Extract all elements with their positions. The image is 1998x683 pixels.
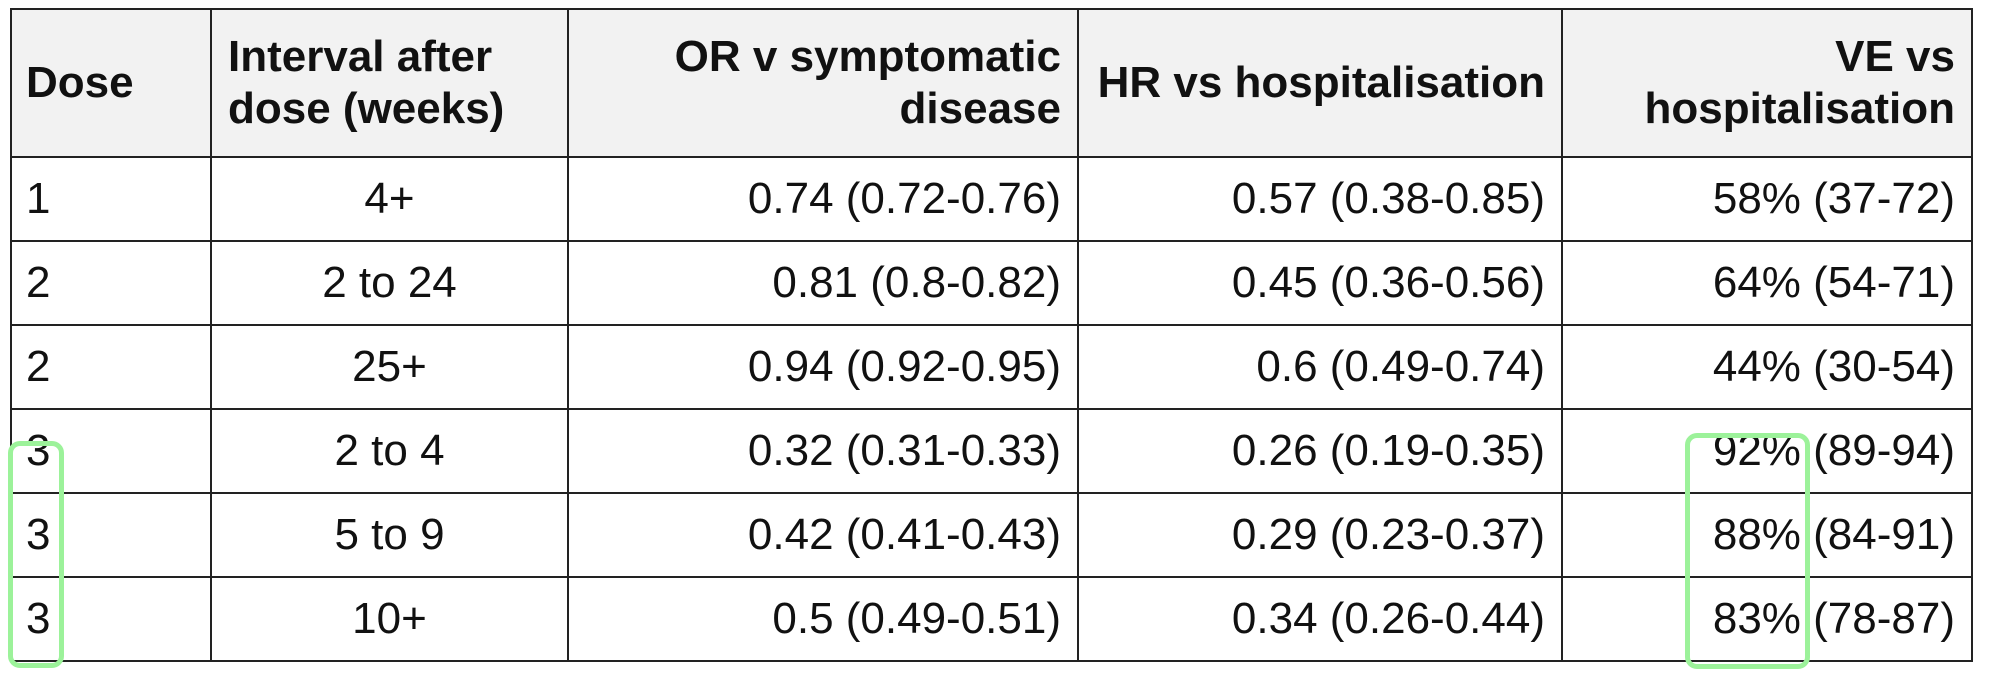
vaccine-effectiveness-table: Dose Interval after dose (weeks) OR v sy… bbox=[10, 8, 1973, 662]
table-row: 2 2 to 24 0.81 (0.8-0.82) 0.45 (0.36-0.5… bbox=[10, 240, 1973, 326]
header-ve-hospitalisation: VE vs hospitalisation bbox=[1561, 8, 1973, 158]
cell-ve: 64% (54-71) bbox=[1561, 240, 1973, 326]
header-or-symptomatic: OR v symptomatic disease bbox=[567, 8, 1079, 158]
cell-or: 0.5 (0.49-0.51) bbox=[567, 576, 1079, 662]
header-hr-hospitalisation: HR vs hospitalisation bbox=[1077, 8, 1563, 158]
cell-hr: 0.26 (0.19-0.35) bbox=[1077, 408, 1563, 494]
cell-hr: 0.34 (0.26-0.44) bbox=[1077, 576, 1563, 662]
table-row: 2 25+ 0.94 (0.92-0.95) 0.6 (0.49-0.74) 4… bbox=[10, 324, 1973, 410]
cell-ve: 44% (30-54) bbox=[1561, 324, 1973, 410]
header-row: Dose Interval after dose (weeks) OR v sy… bbox=[10, 8, 1973, 158]
table-row: 3 5 to 9 0.42 (0.41-0.43) 0.29 (0.23-0.3… bbox=[10, 492, 1973, 578]
cell-interval: 25+ bbox=[210, 324, 569, 410]
cell-interval: 4+ bbox=[210, 156, 569, 242]
cell-dose: 1 bbox=[10, 156, 212, 242]
cell-dose: 3 bbox=[10, 576, 212, 662]
cell-or: 0.94 (0.92-0.95) bbox=[567, 324, 1079, 410]
cell-interval: 5 to 9 bbox=[210, 492, 569, 578]
cell-dose: 2 bbox=[10, 240, 212, 326]
cell-ve: 88% (84-91) bbox=[1561, 492, 1973, 578]
cell-interval: 2 to 4 bbox=[210, 408, 569, 494]
cell-hr: 0.6 (0.49-0.74) bbox=[1077, 324, 1563, 410]
cell-ve: 83% (78-87) bbox=[1561, 576, 1973, 662]
cell-dose: 3 bbox=[10, 408, 212, 494]
cell-dose: 3 bbox=[10, 492, 212, 578]
vaccine-effectiveness-table-container: Dose Interval after dose (weeks) OR v sy… bbox=[10, 8, 1973, 662]
cell-or: 0.81 (0.8-0.82) bbox=[567, 240, 1079, 326]
table-body: 1 4+ 0.74 (0.72-0.76) 0.57 (0.38-0.85) 5… bbox=[10, 156, 1973, 662]
cell-hr: 0.29 (0.23-0.37) bbox=[1077, 492, 1563, 578]
table-header: Dose Interval after dose (weeks) OR v sy… bbox=[10, 8, 1973, 158]
cell-or: 0.74 (0.72-0.76) bbox=[567, 156, 1079, 242]
cell-ve: 92% (89-94) bbox=[1561, 408, 1973, 494]
cell-interval: 2 to 24 bbox=[210, 240, 569, 326]
table-row: 1 4+ 0.74 (0.72-0.76) 0.57 (0.38-0.85) 5… bbox=[10, 156, 1973, 242]
cell-interval: 10+ bbox=[210, 576, 569, 662]
cell-or: 0.42 (0.41-0.43) bbox=[567, 492, 1079, 578]
header-interval: Interval after dose (weeks) bbox=[210, 8, 569, 158]
cell-hr: 0.45 (0.36-0.56) bbox=[1077, 240, 1563, 326]
cell-or: 0.32 (0.31-0.33) bbox=[567, 408, 1079, 494]
cell-hr: 0.57 (0.38-0.85) bbox=[1077, 156, 1563, 242]
table-row: 3 2 to 4 0.32 (0.31-0.33) 0.26 (0.19-0.3… bbox=[10, 408, 1973, 494]
cell-dose: 2 bbox=[10, 324, 212, 410]
table-row: 3 10+ 0.5 (0.49-0.51) 0.34 (0.26-0.44) 8… bbox=[10, 576, 1973, 662]
cell-ve: 58% (37-72) bbox=[1561, 156, 1973, 242]
header-dose: Dose bbox=[10, 8, 212, 158]
